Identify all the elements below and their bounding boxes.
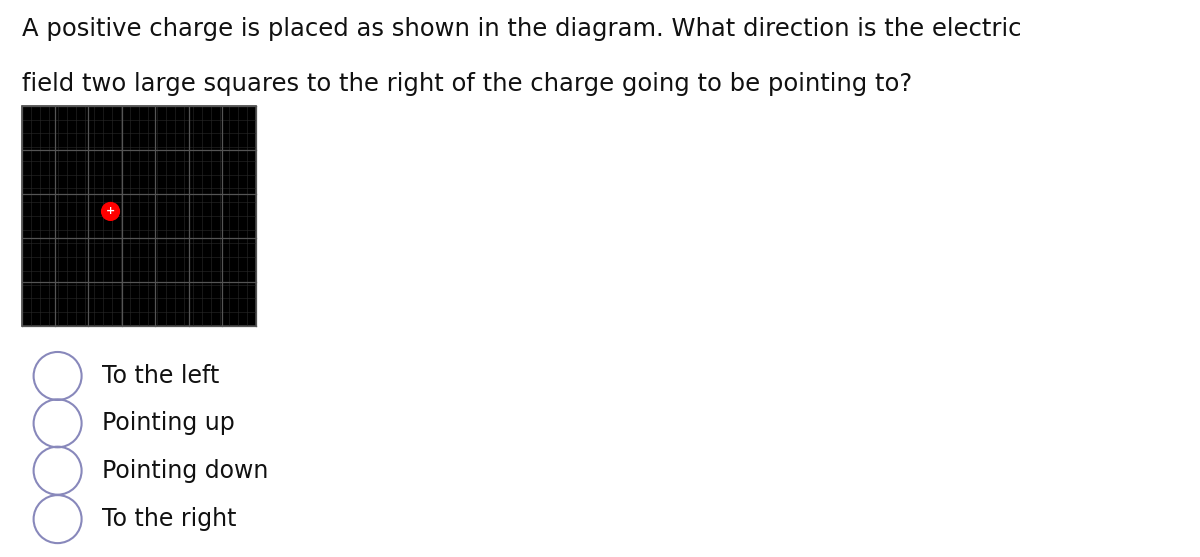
- Text: To the right: To the right: [102, 507, 236, 531]
- Ellipse shape: [101, 202, 120, 221]
- Text: Pointing up: Pointing up: [102, 411, 235, 436]
- Bar: [22, 106, 256, 326]
- Text: A positive charge is placed as shown in the diagram. What direction is the elect: A positive charge is placed as shown in …: [22, 17, 1021, 41]
- Text: +: +: [106, 207, 115, 217]
- Text: field two large squares to the right of the charge going to be pointing to?: field two large squares to the right of …: [22, 72, 912, 96]
- Text: To the left: To the left: [102, 364, 220, 388]
- Text: Pointing down: Pointing down: [102, 458, 269, 483]
